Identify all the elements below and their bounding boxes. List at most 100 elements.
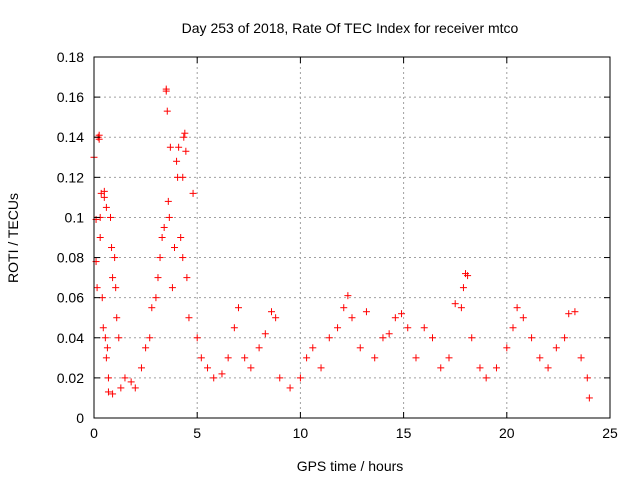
data-point (503, 344, 511, 352)
y-tick-label: 0 (76, 410, 84, 426)
data-point (565, 310, 573, 318)
data-point (234, 304, 242, 312)
x-tick-label: 0 (90, 425, 98, 441)
data-point (261, 330, 269, 338)
data-point (385, 330, 393, 338)
data-point (170, 244, 178, 252)
data-point (457, 304, 465, 312)
data-point (334, 324, 342, 332)
ticks-layer (93, 56, 611, 419)
data-point (296, 374, 304, 382)
data-point (115, 334, 123, 342)
y-tick-label: 0.18 (57, 49, 84, 65)
data-point (241, 354, 249, 362)
data-point (317, 364, 325, 372)
data-point (552, 344, 560, 352)
data-point (536, 354, 544, 362)
data-point (109, 274, 117, 282)
data-point (344, 292, 352, 300)
data-point (464, 272, 472, 280)
data-point (137, 364, 145, 372)
data-point (146, 334, 154, 342)
data-point (286, 384, 294, 392)
data-point (585, 394, 593, 402)
data-point (181, 129, 189, 137)
data-point (509, 324, 517, 332)
data-point (197, 354, 205, 362)
data-point (152, 294, 160, 302)
data-point (131, 384, 139, 392)
y-tick-label: 0.08 (57, 250, 84, 266)
x-tick-label: 20 (499, 425, 515, 441)
data-point (348, 314, 356, 322)
data-point (103, 344, 111, 352)
data-point (113, 314, 121, 322)
data-point (182, 147, 190, 155)
data-point (519, 314, 527, 322)
data-point (247, 364, 255, 372)
data-point (218, 370, 226, 378)
data-point (173, 157, 181, 165)
data-point (230, 324, 238, 332)
data-point (102, 203, 110, 211)
y-tick-label: 0.14 (57, 129, 84, 145)
data-point (121, 374, 129, 382)
data-point (272, 314, 280, 322)
data-point (100, 187, 108, 195)
data-point (185, 314, 193, 322)
data-point (108, 244, 116, 252)
data-point (404, 324, 412, 332)
data-point (276, 374, 284, 382)
x-axis-label: GPS time / hours (297, 458, 404, 474)
data-point (99, 324, 107, 332)
data-point (340, 304, 348, 312)
data-point (100, 193, 108, 201)
data-point (577, 354, 585, 362)
data-point (492, 364, 500, 372)
data-point (104, 388, 112, 396)
data-point (117, 384, 125, 392)
data-point (398, 310, 406, 318)
data-point (428, 334, 436, 342)
y-tick-label: 0.12 (57, 169, 84, 185)
data-point (528, 334, 536, 342)
data-point (162, 87, 170, 95)
data-point (183, 274, 191, 282)
data-point (102, 354, 110, 362)
data-point (513, 304, 521, 312)
data-point (204, 364, 212, 372)
data-point (160, 223, 168, 231)
data-point (163, 107, 171, 115)
x-tick-label: 10 (293, 425, 309, 441)
chart-title: Day 253 of 2018, Rate Of TEC Index for r… (182, 20, 519, 36)
data-point (544, 364, 552, 372)
data-point (445, 354, 453, 362)
data-point (268, 308, 276, 316)
data-point (255, 344, 263, 352)
data-point (420, 324, 428, 332)
data-point (451, 300, 459, 308)
data-point (111, 254, 119, 262)
y-tick-label: 0.04 (57, 330, 84, 346)
data-point (142, 344, 150, 352)
data-point (179, 173, 187, 181)
data-point (158, 234, 166, 241)
data-point (459, 284, 467, 292)
data-point (325, 334, 333, 342)
tick-labels-layer: 0 5 10 15 20 25 0 0.02 0.04 0.06 0.08 0.1 0.12 0.14 0.… (57, 49, 618, 441)
data-point (482, 374, 490, 382)
data-point (168, 284, 176, 292)
y-tick-label: 0.1 (65, 209, 85, 225)
data-point (127, 378, 135, 386)
data-point (303, 354, 311, 362)
data-point (362, 308, 370, 316)
data-point (112, 284, 120, 292)
data-point (156, 254, 164, 262)
data-point (93, 284, 101, 292)
data-point (180, 133, 188, 141)
data-point (189, 189, 197, 197)
data-point (379, 334, 387, 342)
y-tick-label: 0.02 (57, 370, 84, 386)
